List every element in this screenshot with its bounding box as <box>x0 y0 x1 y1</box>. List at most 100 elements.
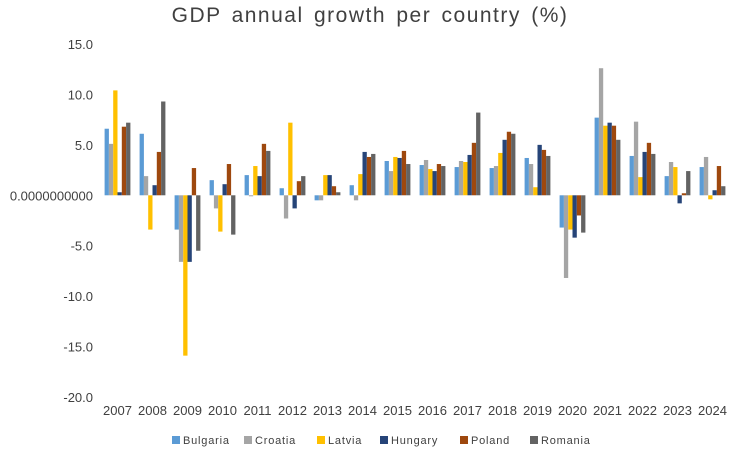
bar-romania-2013 <box>336 192 341 196</box>
bar-romania-2012 <box>301 176 306 196</box>
bar-latvia-2023 <box>673 167 678 196</box>
bar-hungary-2016 <box>432 171 437 196</box>
bar-bulgaria-2019 <box>524 157 529 196</box>
bar-hungary-2018 <box>502 139 507 196</box>
bar-bulgaria-2016 <box>419 165 424 196</box>
bar-croatia-2023 <box>668 162 674 196</box>
bar-poland-2014 <box>366 156 372 196</box>
x-tick-label: 2008 <box>138 403 167 418</box>
legend-label-latvia: Latvia <box>328 435 362 447</box>
x-tick-label: 2015 <box>383 403 412 418</box>
bar-poland-2022 <box>646 142 652 196</box>
x-tick-label: 2010 <box>208 403 237 418</box>
x-tick-label: 2023 <box>663 403 692 418</box>
bar-bulgaria-2011 <box>244 175 249 196</box>
bar-poland-2008 <box>156 151 162 196</box>
bar-romania-2018 <box>511 133 516 196</box>
bar-romania-2011 <box>266 150 271 196</box>
bar-croatia-2007 <box>108 143 114 196</box>
bar-bulgaria-2010 <box>209 180 214 196</box>
bar-croatia-2015 <box>388 171 394 196</box>
x-tick-label: 2022 <box>628 403 657 418</box>
bar-bulgaria-2015 <box>384 160 389 196</box>
bar-croatia-2009 <box>178 195 184 262</box>
bar-poland-2009 <box>191 168 197 196</box>
bar-romania-2024 <box>721 186 726 196</box>
bar-poland-2016 <box>436 164 442 196</box>
bar-croatia-2008 <box>143 176 149 196</box>
bar-romania-2007 <box>126 122 131 196</box>
bar-hungary-2008 <box>152 185 157 196</box>
bar-croatia-2013 <box>318 195 324 201</box>
bar-hungary-2024 <box>712 190 717 196</box>
y-tick-label: -20.0 <box>63 390 93 405</box>
bar-latvia-2013 <box>323 175 328 196</box>
bar-latvia-2021 <box>603 125 608 196</box>
bar-hungary-2022 <box>642 151 647 196</box>
bar-croatia-2014 <box>353 195 359 201</box>
x-tick-label: 2017 <box>453 403 482 418</box>
bar-croatia-2021 <box>598 68 604 196</box>
bar-hungary-2014 <box>362 151 367 196</box>
y-tick-label: 15.0 <box>68 37 93 52</box>
bar-hungary-2019 <box>537 144 542 196</box>
bar-romania-2022 <box>651 153 656 196</box>
bar-hungary-2017 <box>467 154 472 196</box>
bar-romania-2020 <box>581 195 586 233</box>
legend-swatch-hungary <box>380 436 388 444</box>
chart-title: GDP annual growth per country (%) <box>171 4 569 27</box>
bar-romania-2023 <box>686 171 691 196</box>
bar-hungary-2013 <box>327 175 332 196</box>
bar-bulgaria-2024 <box>699 167 704 196</box>
x-tick-label: 2024 <box>698 403 727 418</box>
bar-croatia-2010 <box>213 195 219 209</box>
x-tick-label: 2018 <box>488 403 517 418</box>
legend-swatch-croatia <box>244 436 252 444</box>
x-tick-label: 2012 <box>278 403 307 418</box>
legend-swatch-latvia <box>317 436 325 444</box>
bar-croatia-2019 <box>528 164 534 196</box>
bar-poland-2011 <box>261 143 267 196</box>
legend-label-bulgaria: Bulgaria <box>183 435 230 447</box>
bar-latvia-2018 <box>498 152 503 196</box>
bar-poland-2017 <box>471 142 477 196</box>
bar-hungary-2010 <box>222 184 227 196</box>
bar-croatia-2012 <box>283 195 289 219</box>
bar-latvia-2020 <box>568 195 573 230</box>
bar-hungary-2020 <box>572 195 577 238</box>
x-tick-label: 2007 <box>103 403 132 418</box>
bar-poland-2021 <box>611 125 617 196</box>
bar-latvia-2017 <box>463 162 468 196</box>
bar-poland-2013 <box>331 186 337 196</box>
legend-label-poland: Poland <box>471 435 510 447</box>
bar-hungary-2023 <box>677 195 682 204</box>
bar-bulgaria-2020 <box>559 195 564 228</box>
bar-hungary-2012 <box>292 195 297 209</box>
bar-bulgaria-2022 <box>629 155 634 196</box>
bar-romania-2015 <box>406 164 411 196</box>
bar-romania-2009 <box>196 195 201 251</box>
bar-poland-2024 <box>716 166 722 196</box>
bar-hungary-2007 <box>117 192 122 196</box>
bar-hungary-2021 <box>607 122 612 196</box>
x-tick-label: 2016 <box>418 403 447 418</box>
y-tick-label: -10.0 <box>63 289 93 304</box>
bar-romania-2008 <box>161 101 166 196</box>
bar-bulgaria-2013 <box>314 195 319 201</box>
legend-label-hungary: Hungary <box>391 435 438 447</box>
x-tick-label: 2013 <box>313 403 342 418</box>
legend-label-romania: Romania <box>541 435 591 447</box>
bar-hungary-2015 <box>397 157 402 196</box>
bar-croatia-2022 <box>633 121 639 196</box>
bar-poland-2020 <box>576 195 582 216</box>
bar-latvia-2011 <box>253 166 258 196</box>
bar-hungary-2009 <box>187 195 192 262</box>
legend-swatch-poland <box>460 436 468 444</box>
bar-latvia-2024 <box>708 195 713 200</box>
bar-latvia-2010 <box>218 195 223 232</box>
y-tick-label: 0.0000000000 <box>10 188 93 203</box>
bar-latvia-2016 <box>428 169 433 196</box>
bar-latvia-2008 <box>148 195 153 230</box>
bar-latvia-2012 <box>288 122 293 196</box>
